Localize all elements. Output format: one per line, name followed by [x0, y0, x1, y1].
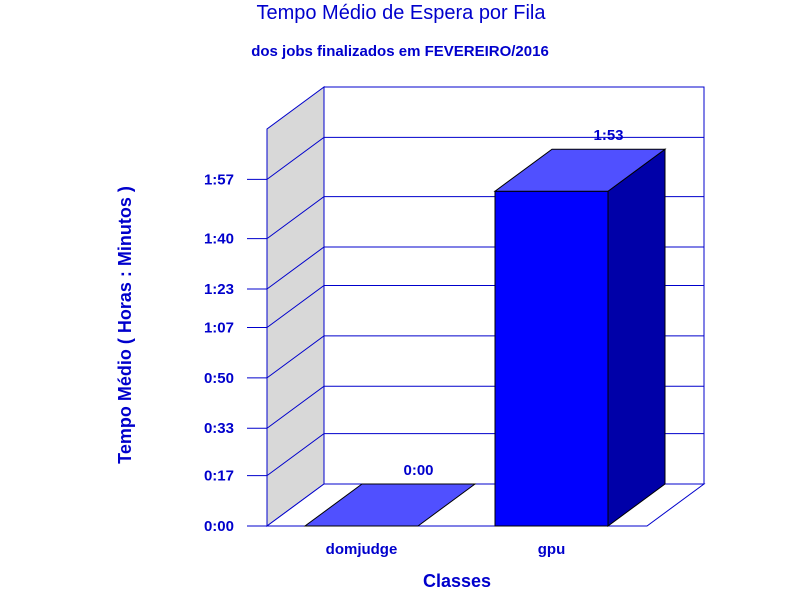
x-tick-labels: domjudge gpu — [326, 541, 566, 558]
y-tick-label: 1:57 — [204, 171, 234, 188]
y-tick-label: 0:17 — [204, 468, 234, 485]
x-tick-label: domjudge — [326, 541, 398, 558]
y-axis-label: Tempo Médio ( Horas : Minutos ) — [115, 186, 135, 464]
bar-top — [493, 148, 667, 192]
y-tick-label: 1:07 — [204, 320, 234, 337]
y-tick-label: 1:23 — [204, 281, 234, 298]
data-label: 1:53 — [593, 127, 623, 144]
chart-title: Tempo Médio de Espera por Fila — [256, 2, 546, 24]
bar — [493, 148, 667, 527]
chart-subtitle: dos jobs finalizados em FEVEREIRO/2016 — [251, 43, 549, 60]
x-tick-label: gpu — [538, 541, 566, 558]
bar — [303, 483, 477, 527]
y-tick-label: 0:50 — [204, 370, 234, 387]
bar-front — [494, 190, 609, 527]
data-label: 0:00 — [403, 462, 433, 479]
y-tick-label: 1:40 — [204, 231, 234, 248]
bar-side — [607, 148, 666, 527]
bar-top — [303, 483, 477, 527]
gridline — [266, 136, 704, 180]
chart-bars: 0:00 1:53 — [303, 127, 667, 527]
y-tick-labels: 0:00 0:17 0:33 0:50 1:07 1:23 1:40 1:57 — [204, 171, 234, 535]
x-axis-label: Classes — [423, 571, 491, 591]
y-tick-label: 0:00 — [204, 518, 234, 535]
y-tick-label: 0:33 — [204, 420, 234, 437]
